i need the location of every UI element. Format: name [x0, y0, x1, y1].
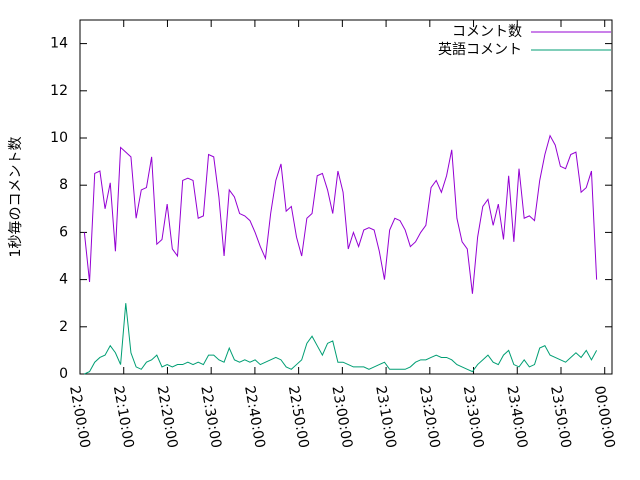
x-tick-label: 23:10:00	[372, 385, 399, 450]
y-axis-label: 1秒毎のコメント数	[8, 137, 24, 258]
y-tick-label: 14	[50, 36, 68, 52]
x-tick-label: 23:20:00	[416, 385, 443, 450]
y-tick-label: 6	[59, 224, 68, 240]
x-tick-label: 22:40:00	[241, 385, 268, 450]
x-tick-label: 22:00:00	[66, 385, 93, 450]
plot-frame	[79, 19, 613, 375]
series-line	[83, 134, 598, 294]
x-tick-label: 22:50:00	[285, 385, 312, 450]
y-tick-label: 8	[59, 177, 68, 193]
y-tick-label: 12	[50, 83, 68, 99]
x-tick-label: 23:00:00	[328, 385, 355, 450]
x-tick-label: 23:30:00	[460, 385, 487, 450]
y-tick-label: 4	[59, 272, 68, 288]
x-tick-label: 00:00:00	[591, 385, 618, 450]
x-tick-label: 22:10:00	[110, 385, 137, 450]
y-tick-label: 0	[59, 366, 68, 382]
y-tick-label: 2	[59, 319, 68, 335]
legend-label: 英語コメント	[438, 41, 522, 58]
y-tick-label: 10	[50, 130, 68, 146]
x-tick-label: 22:20:00	[154, 385, 181, 450]
legend-label: コメント数	[452, 24, 522, 40]
series-line	[84, 303, 598, 375]
x-tick-label: 22:30:00	[197, 385, 224, 450]
x-tick-label: 23:40:00	[503, 385, 530, 450]
x-tick-label: 23:50:00	[547, 385, 574, 450]
